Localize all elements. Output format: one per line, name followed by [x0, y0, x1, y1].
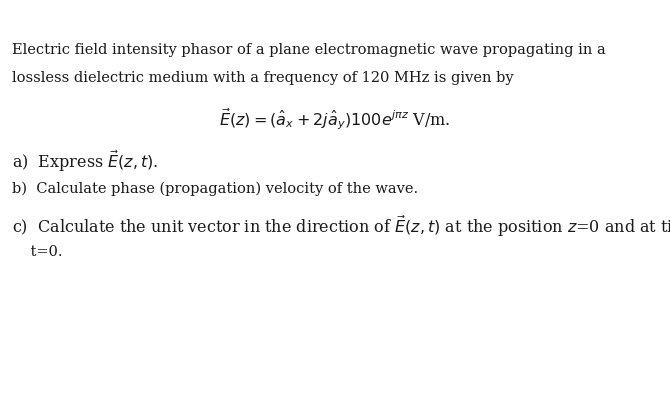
- Text: lossless dielectric medium with a frequency of 120 MHz is given by: lossless dielectric medium with a freque…: [12, 71, 514, 85]
- Text: $\vec{E}(z) = (\hat{a}_x + 2j\hat{a}_y)100e^{j\pi z}$ V/m.: $\vec{E}(z) = (\hat{a}_x + 2j\hat{a}_y)1…: [219, 106, 451, 132]
- Text: c)  Calculate the unit vector in the direction of $\vec{E}(z,t)$ at the position: c) Calculate the unit vector in the dire…: [12, 214, 670, 239]
- Text: b)  Calculate phase (propagation) velocity of the wave.: b) Calculate phase (propagation) velocit…: [12, 182, 418, 196]
- Text: t=0.: t=0.: [12, 245, 62, 259]
- Text: Electric field intensity phasor of a plane electromagnetic wave propagating in a: Electric field intensity phasor of a pla…: [12, 43, 606, 57]
- Text: a)  Express $\vec{E}(z,t)$.: a) Express $\vec{E}(z,t)$.: [12, 149, 159, 174]
